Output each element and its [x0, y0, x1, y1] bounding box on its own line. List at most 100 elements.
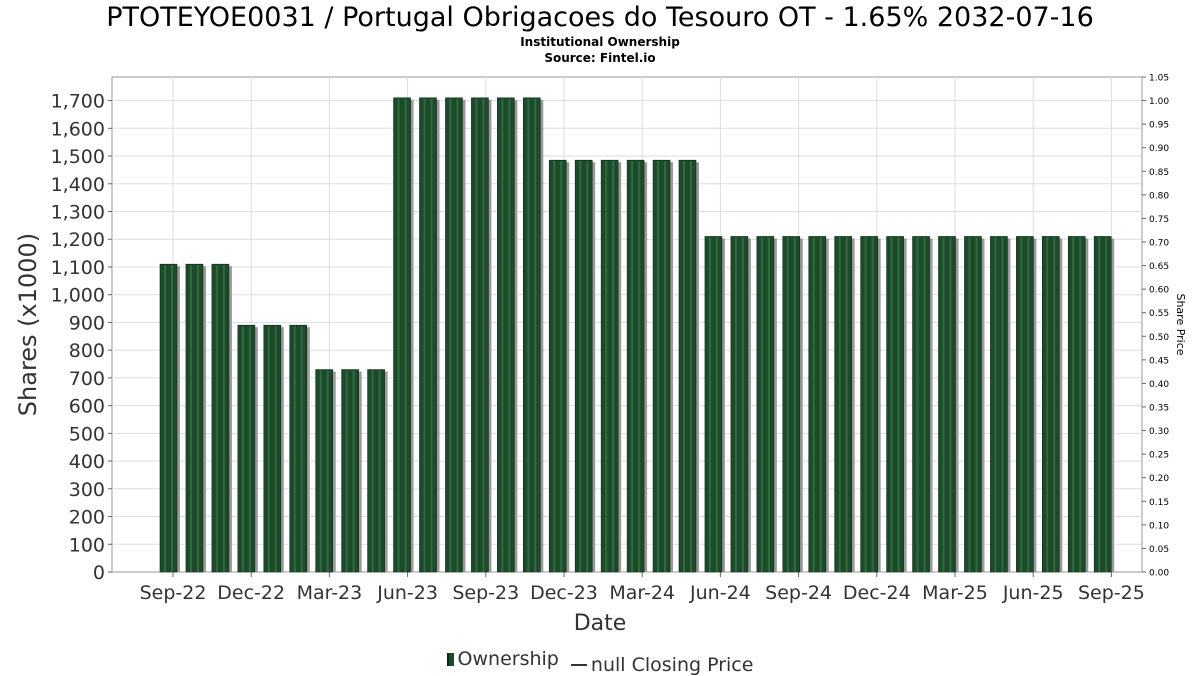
ownership-bar [756, 236, 775, 573]
bar-highlight [579, 161, 582, 572]
y-tick-label: 0 [93, 562, 105, 584]
ownership-bar [445, 97, 463, 573]
bar-highlight [1105, 237, 1108, 572]
chart-title: PTOTEYOE0031 / Portugal Obrigacoes do Te… [106, 2, 1094, 33]
bar-highlight [560, 161, 563, 572]
bar-highlight [241, 326, 244, 572]
ownership-bar [315, 369, 334, 573]
y2-tick-label: 0.55 [1149, 309, 1169, 319]
y2-tick-label: 0.40 [1149, 380, 1169, 390]
bar-highlight [274, 326, 277, 572]
bar-highlight [871, 237, 874, 572]
x-tick-label: Dec-23 [530, 582, 598, 604]
legend-swatch-closing-price [570, 663, 587, 666]
ownership-chart: 0 100 200 300 400 500 600 700 800 900 1,000 1,100 1,… [14, 74, 1187, 637]
bar-highlight [456, 98, 459, 573]
bar-highlight [890, 237, 893, 572]
y-tick-label: 1,600 [51, 118, 105, 140]
x-tick-label: Mar-23 [297, 582, 363, 604]
y2-tick-label: 0.15 [1149, 498, 1169, 508]
x-tick-label: Jun-25 [1002, 582, 1064, 604]
x-tick-label: Dec-22 [217, 582, 285, 604]
bar-highlight [664, 161, 667, 572]
bar-highlight [527, 98, 530, 573]
bar-highlight [812, 237, 815, 572]
ownership-bar [185, 263, 204, 573]
bar-highlight [715, 237, 718, 572]
y2-tick-label: 0.65 [1149, 262, 1169, 272]
bar-highlight [1072, 237, 1075, 572]
ownership-bar [834, 236, 853, 573]
ownership-bar [782, 236, 801, 573]
bar-highlight [1027, 237, 1030, 572]
ownership-bar [548, 159, 567, 573]
bar-highlight [605, 161, 608, 572]
y2-tick-label: 0.20 [1149, 474, 1169, 484]
y2-tick-label: 0.60 [1149, 286, 1169, 296]
y2-tick-label: 0.90 [1149, 144, 1169, 154]
y2-tick-label: 0.10 [1149, 521, 1169, 531]
x-tick-label: Sep-25 [1078, 582, 1145, 604]
bar-highlight [949, 237, 952, 572]
ownership-bar [678, 159, 697, 573]
x-tick-label: Sep-23 [452, 582, 519, 604]
ownership-bar [1093, 236, 1112, 573]
bar-highlight [371, 370, 374, 572]
y2-tick-label: 0.05 [1149, 545, 1169, 555]
bar-highlight [942, 237, 945, 572]
ownership-bar [860, 236, 878, 573]
ownership-bar [211, 263, 230, 573]
bar-highlight [690, 161, 692, 572]
bar-highlight [300, 326, 303, 572]
y2-tick-label: 1.00 [1149, 97, 1169, 107]
bar-highlight [760, 237, 763, 572]
legend-item-ownership: Ownership [446, 648, 559, 670]
bar-highlight [1020, 237, 1023, 572]
ownership-bar [704, 236, 723, 573]
bar-highlight [189, 265, 192, 572]
bar-highlight [838, 237, 841, 572]
y-tick-label: 1,100 [51, 257, 105, 279]
ownership-bar [159, 263, 178, 573]
x-tick-label: Dec-24 [843, 582, 911, 604]
bar-highlight [1001, 237, 1004, 572]
x-tick-label: Mar-25 [922, 582, 988, 604]
bar-highlight [819, 237, 822, 572]
y-axis-title: Shares (x1000) [14, 233, 42, 416]
y-tick-label: 1,700 [51, 91, 105, 113]
ownership-bar [341, 369, 359, 573]
bar-highlight [293, 326, 296, 572]
bar-highlight [708, 237, 711, 572]
y2-tick-label: 0.95 [1149, 121, 1169, 131]
ownership-bar [730, 236, 749, 573]
ownership-bar [886, 236, 904, 573]
y2-tick-label: 0.35 [1149, 404, 1169, 414]
bar-highlight [612, 161, 615, 572]
y-tick-label: 500 [69, 423, 105, 445]
chart-subtitle: Institutional Ownership [520, 35, 680, 49]
bar-highlight [897, 237, 900, 572]
bar-highlight [171, 265, 173, 572]
y-tick-label: 1,400 [51, 174, 105, 196]
ownership-bar [471, 97, 489, 573]
bar-highlight [501, 98, 504, 573]
ownership-bar [1067, 236, 1086, 573]
x-tick-label: Sep-22 [140, 582, 207, 604]
bar-highlight [319, 370, 322, 572]
legend-label-closing-price: null Closing Price [590, 653, 754, 676]
bar-highlight [683, 161, 685, 572]
y2-tick-label: 0.75 [1149, 215, 1169, 225]
ownership-bar [652, 159, 671, 573]
bar-highlight [793, 237, 796, 572]
ownership-bar [912, 236, 930, 573]
x-tick-label: Jun-23 [376, 582, 438, 604]
y2-tick-label: 0.00 [1149, 569, 1169, 579]
y-tick-label: 600 [69, 396, 105, 418]
bar-highlight [423, 98, 426, 573]
bar-highlight [864, 237, 867, 572]
ownership-bar [393, 97, 411, 573]
bar-highlight [968, 237, 971, 572]
legend-item-closing-price: null Closing Price [565, 653, 754, 676]
bar-highlight [1053, 237, 1056, 572]
bar-highlight [638, 161, 641, 572]
